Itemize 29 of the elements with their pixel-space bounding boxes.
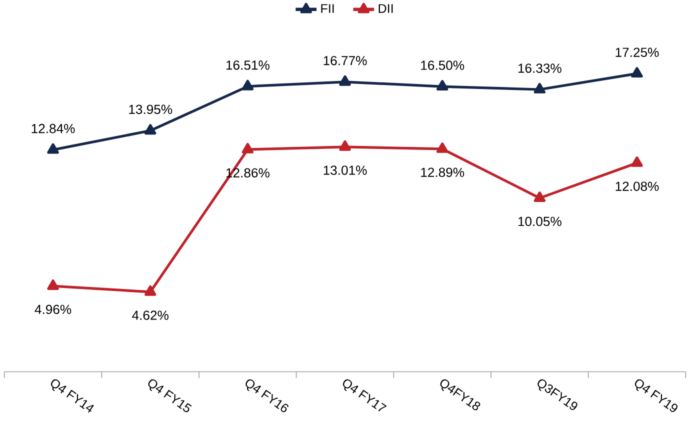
data-label: 12.08% <box>616 182 659 192</box>
data-label: 16.51% <box>226 60 270 70</box>
point <box>144 285 156 296</box>
point <box>339 75 351 86</box>
data-label: 17.25% <box>616 48 659 58</box>
point <box>47 280 59 290</box>
data-label: 4.62% <box>132 310 168 320</box>
data-label: 13.01% <box>324 166 367 176</box>
legend-label: FII <box>321 4 334 13</box>
data-label: 10.05% <box>518 216 562 226</box>
point <box>242 143 254 154</box>
data-label: 16.33% <box>518 64 562 73</box>
legend-label: DII <box>378 4 393 13</box>
data-label: 12.89% <box>421 168 464 178</box>
point <box>242 80 254 90</box>
point <box>631 67 643 78</box>
data-label: 13.95% <box>129 104 172 114</box>
point <box>534 83 546 94</box>
point <box>631 156 643 168</box>
data-label: 12.84% <box>32 124 75 134</box>
point <box>436 80 448 91</box>
point <box>436 142 448 153</box>
data-label: 16.50% <box>421 60 464 70</box>
data-label: 16.77% <box>324 56 367 66</box>
point <box>339 140 351 151</box>
data-label: 4.96% <box>34 304 72 314</box>
point <box>144 124 156 135</box>
point <box>534 192 546 202</box>
point <box>47 143 59 154</box>
